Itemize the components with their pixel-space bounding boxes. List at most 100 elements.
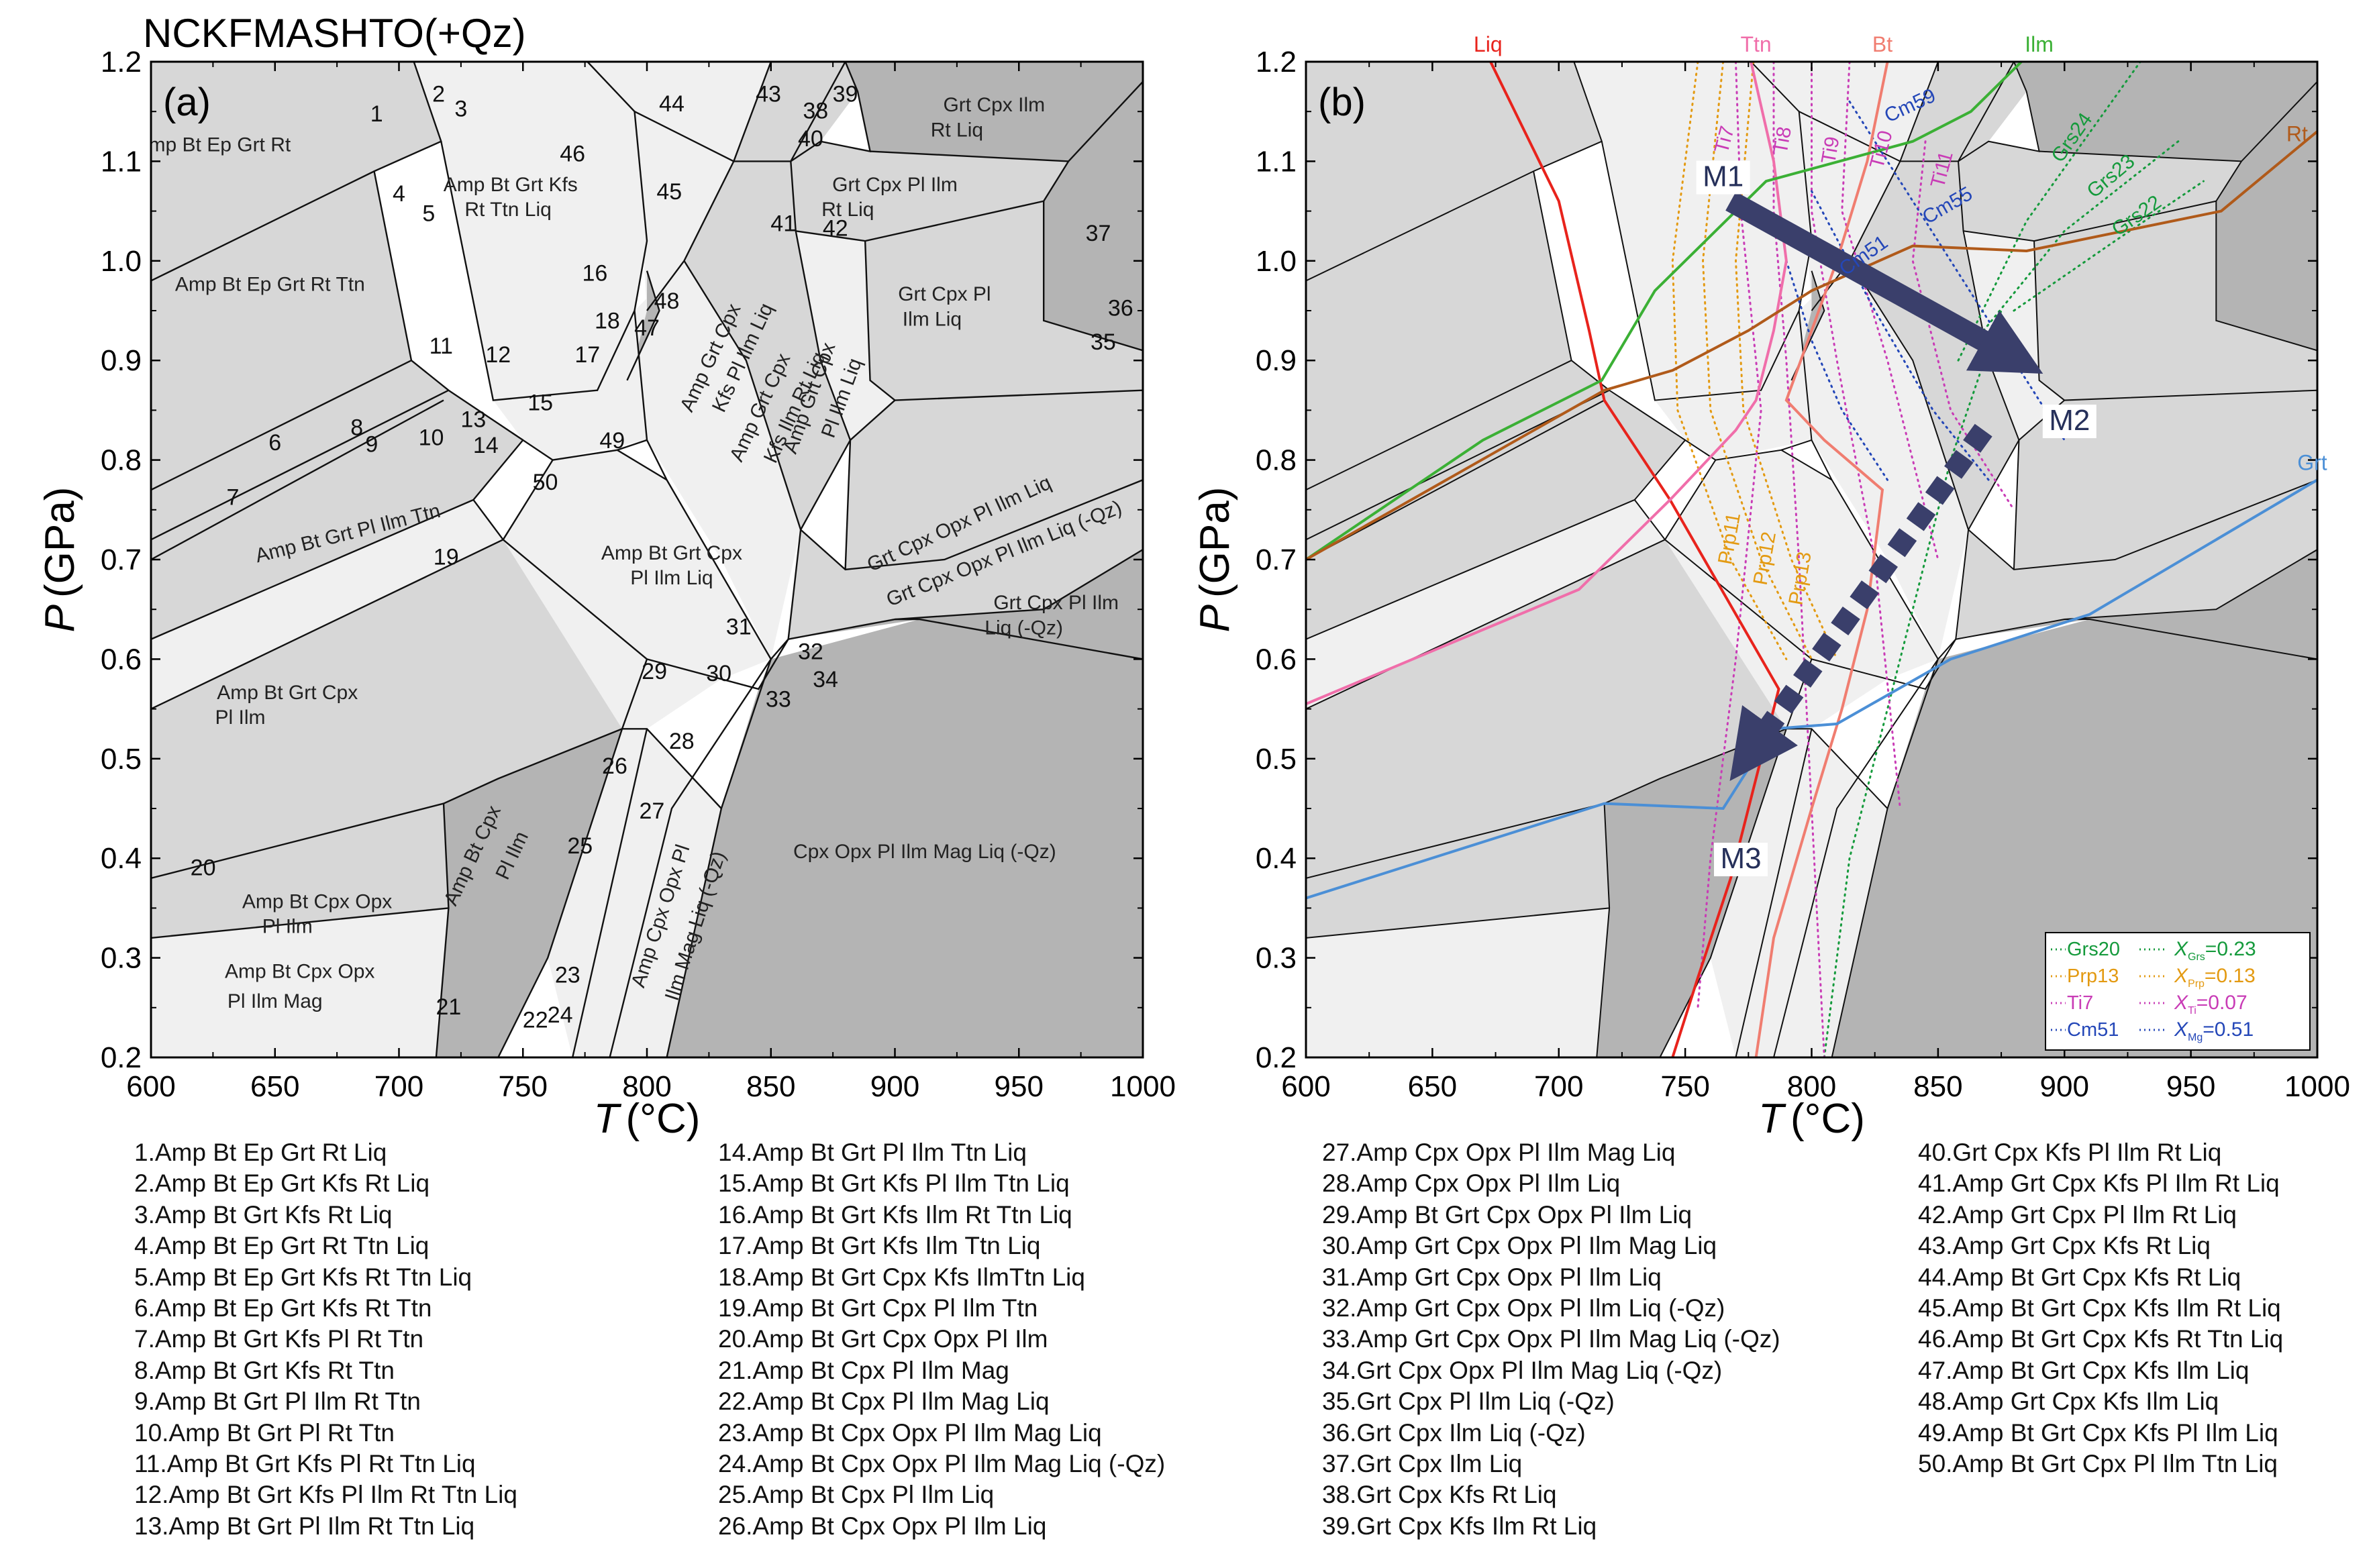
plot-frame: [150, 60, 1144, 1059]
field-number: 49: [599, 428, 625, 454]
y-tick-label: 1.0: [1256, 245, 1297, 278]
field-number: 10: [419, 425, 444, 450]
field-boundary: [634, 310, 772, 660]
assemblage-item: 27.Amp Cpx Opx Pl Ilm Mag Liq: [1322, 1139, 1676, 1166]
assemblage-item: 40.Grt Cpx Kfs Pl Ilm Rt Liq: [1918, 1139, 2222, 1166]
assemblage-column-1: 1.Amp Bt Ep Grt Rt Liq 2.Amp Bt Ep Grt Kf…: [134, 1137, 517, 1542]
assemblage-item: 26.Amp Bt Cpx Opx Pl Ilm Liq: [718, 1512, 1047, 1540]
y-tick-label: 1.2: [101, 46, 142, 79]
field-boundary: [2013, 439, 2020, 570]
field-label: Ilm Liq: [903, 308, 962, 330]
phase-field: [151, 360, 449, 540]
field-boundary: [800, 479, 1143, 571]
y-tick-label: 1.2: [1256, 46, 1297, 79]
phase-field: [151, 908, 449, 1057]
y-tick-label: 0.6: [101, 643, 142, 676]
x-tick-label: 650: [250, 1070, 299, 1103]
legend-series: Cm51: [2067, 1019, 2119, 1041]
field-boundary: [609, 658, 772, 1057]
field-label: Rt Liq: [821, 199, 874, 221]
field-number: 16: [582, 260, 607, 286]
assemblage-item: 6.Amp Bt Ep Grt Kfs Rt Ttn: [134, 1294, 432, 1322]
y-axis-unit: (GPa): [37, 487, 83, 598]
field-label: Grt Cpx Pl: [898, 283, 991, 305]
mineral-line-label: Ttn: [1740, 32, 1771, 56]
panel-b-isopleth-diagram: 600 650 700 750 800 850 900 950 1000 0.2 0.3 0.4 0.5…: [1192, 32, 2350, 1142]
assemblage-item: 50.Amp Bt Grt Cpx Pl Ilm Ttn Liq: [1918, 1450, 2278, 1478]
field-number: 8: [350, 415, 363, 441]
legend-value: XMg=0.51: [2174, 1018, 2254, 1043]
field-boundary: [1306, 907, 1610, 939]
assemblage-column-2: 14.Amp Bt Grt Pl Ilm Ttn Liq 15.Amp Bt Gr…: [718, 1137, 1165, 1542]
y-axis-var: P: [1192, 605, 1238, 632]
field-number: 41: [770, 211, 796, 236]
field-boundary: [502, 459, 554, 540]
isopleth-cm51: [1785, 260, 1889, 481]
assemblage-column-3: 27.Amp Cpx Opx Pl Ilm Mag Liq 28.Amp Cpx …: [1322, 1137, 1780, 1542]
x-axis-var: T: [1758, 1096, 1786, 1142]
x-axis-unit: (°C): [1790, 1096, 1865, 1142]
assemblage-item: 20.Amp Bt Grt Cpx Opx Pl Ilm: [718, 1325, 1048, 1353]
y-axis-title: P (GPa): [37, 487, 83, 633]
assemblage-item: 43.Amp Grt Cpx Kfs Rt Liq: [1918, 1232, 2211, 1260]
assemblage-item: 37.Grt Cpx Ilm Liq: [1322, 1450, 1523, 1478]
field-boundary: [1596, 803, 1611, 1057]
x-tick-label: 600: [126, 1070, 175, 1103]
isopleth-ti10: [1841, 62, 1939, 561]
field-boundary: [497, 658, 648, 1057]
field-boundary: [151, 907, 449, 939]
assemblage-item: 5.Amp Bt Ep Grt Kfs Rt Ttn Liq: [134, 1263, 472, 1291]
field-number: 15: [527, 390, 553, 415]
assemblage-item: 38.Grt Cpx Kfs Rt Liq: [1322, 1481, 1557, 1509]
phase-field: [1956, 480, 2317, 639]
x-tick-label: 850: [746, 1070, 795, 1103]
field-number: 50: [533, 470, 558, 495]
assemblage-item: 24.Amp Bt Cpx Opx Pl Ilm Mag Liq (-Qz): [718, 1450, 1166, 1478]
y-tick-label: 0.9: [1256, 344, 1297, 377]
assemblage-item: 41.Amp Grt Cpx Kfs Pl Ilm Rt Liq: [1918, 1169, 2280, 1198]
phase-field: [1958, 141, 2241, 242]
assemblage-item: 31.Amp Grt Cpx Opx Pl Ilm Liq: [1322, 1263, 1662, 1291]
field-boundary: [1849, 260, 2020, 531]
field-number: 19: [434, 544, 459, 570]
phase-field: [634, 260, 801, 660]
legend-series: Grs20: [2067, 939, 2120, 960]
phase-field: [845, 390, 1143, 570]
field-boundary: [646, 639, 789, 690]
assemblage-column-4: 40.Grt Cpx Kfs Pl Ilm Rt Liq 41.Amp Grt C…: [1918, 1137, 2283, 1479]
y-tick-label: 0.4: [101, 842, 142, 875]
isopleth-label: Ti9: [1817, 135, 1844, 166]
field-boundary: [1306, 399, 1605, 560]
isopleth-grs20: [1823, 309, 2003, 1057]
field-boundary: [151, 399, 444, 561]
field-number: 25: [567, 833, 593, 859]
isopleth-cm59: [1848, 100, 2066, 441]
isopleth-ti11: [1911, 140, 2015, 511]
assemblage-item: 7.Amp Bt Grt Kfs Pl Rt Ttn: [134, 1325, 424, 1353]
field-number: 26: [602, 753, 627, 779]
field-number: 12: [485, 342, 511, 368]
field-boundary: [622, 728, 722, 809]
field-boundary: [571, 729, 648, 1057]
field-label: Pl Ilm Mag: [228, 990, 323, 1012]
field-number: 27: [639, 798, 664, 824]
mineral-out-line-rt: [1306, 130, 2317, 561]
field-label: Liq (-Qz): [984, 617, 1063, 639]
field-boundary: [1042, 160, 1143, 352]
x-tick-label: 900: [870, 1070, 919, 1103]
phase-field: [734, 62, 858, 162]
x-tick-label: 1000: [1110, 1070, 1176, 1103]
phase-field: [666, 619, 1143, 1057]
phase-field: [151, 499, 503, 709]
phase-field: [151, 62, 442, 281]
assemblage-item: 3.Amp Bt Grt Kfs Rt Liq: [134, 1200, 393, 1229]
field-label: Amp Bt Grt Cpx: [601, 542, 742, 564]
field-boundary: [1306, 62, 1603, 282]
legend-value: XGrs=0.23: [2174, 938, 2256, 963]
mineral-out-line-liq: [1489, 62, 1780, 1057]
y-axis-var: P: [37, 605, 83, 632]
field-number: 34: [813, 667, 838, 692]
assemblage-item: 18.Amp Bt Grt Cpx Kfs IlmTtn Liq: [718, 1263, 1085, 1291]
legend-value: XPrp=0.13: [2174, 965, 2256, 990]
field-boundary: [788, 549, 1143, 640]
